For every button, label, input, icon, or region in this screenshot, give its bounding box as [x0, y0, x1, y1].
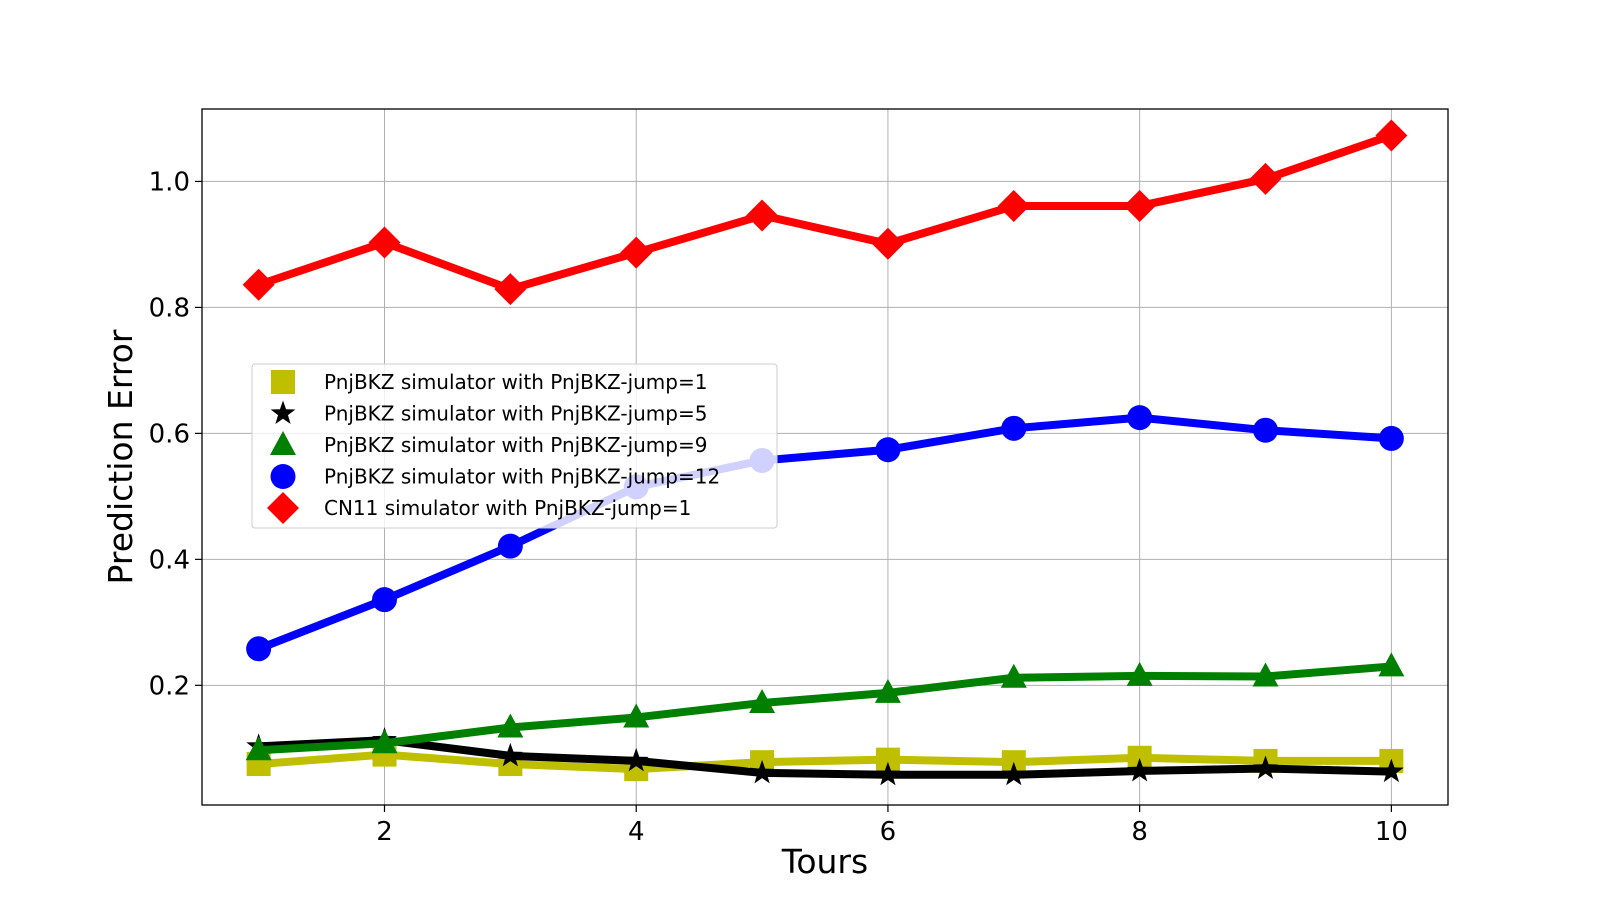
legend-marker — [267, 492, 299, 524]
data-point — [1001, 761, 1027, 786]
data-point — [746, 199, 779, 232]
data-point — [1127, 757, 1153, 782]
data-point — [371, 729, 398, 754]
y-tick-label: 0.2 — [149, 671, 190, 701]
data-point — [245, 736, 272, 761]
series-line — [254, 736, 1396, 779]
data-point — [497, 713, 524, 738]
data-point — [1253, 755, 1278, 779]
legend-marker — [270, 431, 296, 455]
legend-marker — [270, 400, 296, 425]
legend-item: PnjBKZ simulator with PnjBKZ-jump=5 — [270, 400, 707, 426]
series-line — [254, 413, 1396, 653]
data-point — [875, 437, 901, 463]
data-point — [1253, 417, 1279, 443]
data-point — [242, 268, 275, 301]
x-tick-label: 4 — [628, 817, 645, 847]
data-point — [494, 273, 527, 306]
y-axis-label: Prediction Error — [101, 329, 140, 584]
data-point — [1123, 189, 1156, 222]
data-point — [623, 703, 650, 728]
series-5 — [242, 119, 1408, 306]
y-tick-label: 0.6 — [149, 419, 190, 449]
axis-ticks: 2 4 6 8 10 0.2 0.4 0.6 0.8 1.0 — [149, 167, 1408, 847]
legend-label: PnjBKZ simulator with PnjBKZ-jump=1 — [324, 370, 707, 394]
x-axis-label: Tours — [781, 842, 868, 881]
series-3 — [245, 652, 1405, 761]
data-point — [1127, 405, 1153, 431]
series-2 — [246, 727, 1404, 786]
data-point — [1000, 663, 1027, 688]
x-tick-label: 8 — [1131, 817, 1148, 847]
data-point — [371, 587, 397, 613]
data-point — [1379, 758, 1404, 783]
data-point — [1001, 415, 1027, 441]
legend-label: PnjBKZ simulator with PnjBKZ-jump=12 — [324, 465, 720, 489]
data-point — [246, 636, 272, 662]
legend-item: PnjBKZ simulator with PnjBKZ-jump=12 — [270, 464, 720, 489]
data-point — [620, 236, 653, 269]
y-tick-label: 0.8 — [149, 293, 190, 323]
legend-label: PnjBKZ simulator with PnjBKZ-jump=5 — [324, 402, 707, 426]
data-point — [1378, 652, 1405, 677]
x-tick-label: 10 — [1375, 817, 1408, 847]
series-line — [254, 750, 1396, 774]
legend-marker — [270, 464, 296, 489]
legend-marker — [271, 370, 295, 394]
legend-box — [251, 363, 778, 529]
x-tick-label: 2 — [376, 817, 393, 847]
data-point — [497, 742, 523, 767]
data-point — [871, 227, 904, 260]
data-point — [1375, 119, 1408, 152]
series-line — [254, 131, 1396, 294]
data-point — [1378, 425, 1404, 451]
data-point — [875, 761, 901, 786]
data-point — [749, 688, 776, 713]
legend-item: PnjBKZ simulator with PnjBKZ-jump=1 — [271, 370, 707, 394]
y-tick-label: 1.0 — [149, 167, 190, 197]
data-point — [368, 226, 401, 259]
data-point — [1249, 162, 1282, 195]
plot-frame — [201, 108, 1449, 806]
data-point — [623, 747, 649, 772]
x-tick-label: 6 — [880, 817, 897, 847]
legend: PnjBKZ simulator with PnjBKZ-jump=1 PnjBK… — [251, 363, 778, 529]
legend-item: CN11 simulator with PnjBKZ-jump=1 — [267, 492, 691, 524]
data-point — [497, 533, 523, 559]
y-tick-label: 0.4 — [149, 545, 190, 575]
data-point — [749, 759, 775, 784]
series-line — [254, 662, 1396, 755]
data-point — [1126, 661, 1153, 686]
data-point — [997, 189, 1030, 222]
data-point — [874, 678, 901, 703]
data-point — [1252, 662, 1279, 687]
legend-item: PnjBKZ simulator with PnjBKZ-jump=9 — [270, 431, 707, 457]
legend-label: CN11 simulator with PnjBKZ-jump=1 — [324, 496, 691, 520]
legend-label: PnjBKZ simulator with PnjBKZ-jump=9 — [324, 433, 707, 457]
